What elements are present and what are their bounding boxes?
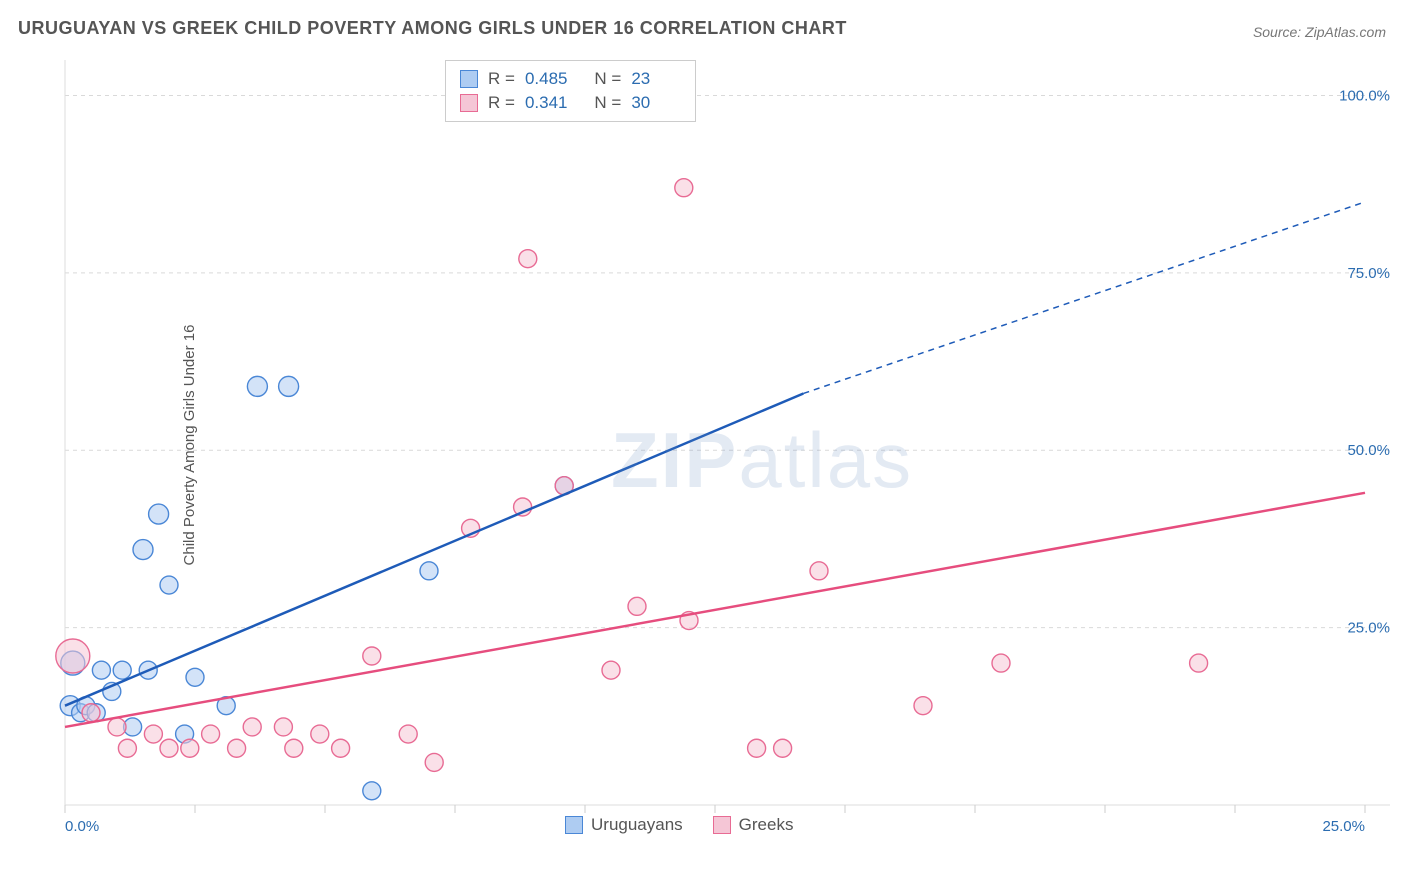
legend: UruguayansGreeks — [565, 815, 793, 835]
chart-title: URUGUAYAN VS GREEK CHILD POVERTY AMONG G… — [18, 18, 847, 39]
svg-text:25.0%: 25.0% — [1347, 620, 1390, 637]
svg-text:75.0%: 75.0% — [1347, 265, 1390, 282]
svg-text:100.0%: 100.0% — [1339, 87, 1390, 104]
svg-text:0.0%: 0.0% — [65, 818, 99, 835]
svg-text:25.0%: 25.0% — [1322, 818, 1365, 835]
svg-text:50.0%: 50.0% — [1347, 442, 1390, 459]
source-label: Source: ZipAtlas.com — [1253, 24, 1386, 40]
correlation-stats-box: R =0.485 N =23R =0.341 N =30 — [445, 60, 696, 122]
y-axis-label: Child Poverty Among Girls Under 16 — [181, 325, 198, 566]
scatter-plot: 25.0% 50.0% 75.0% 100.0% 0.0% 25.0% — [55, 55, 1395, 855]
chart-area: Child Poverty Among Girls Under 16 25.0%… — [55, 55, 1395, 835]
